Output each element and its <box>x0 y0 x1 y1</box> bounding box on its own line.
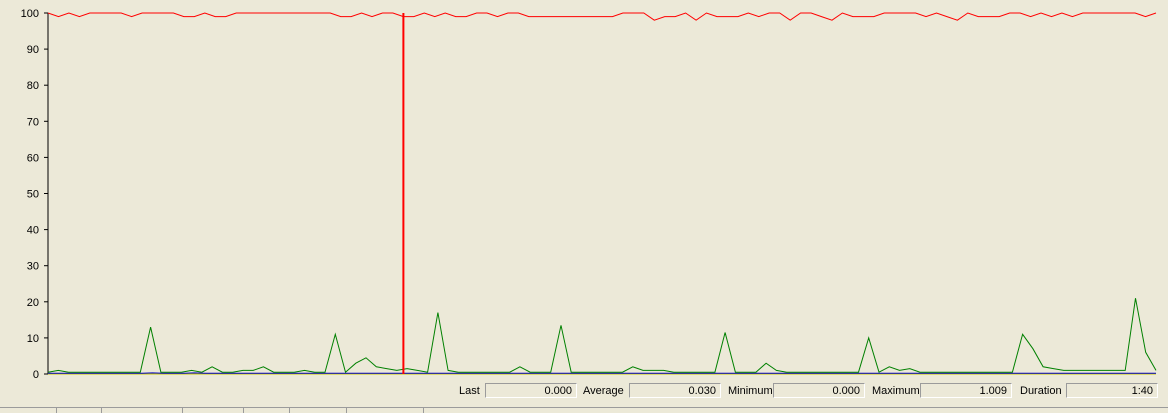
column-separator[interactable] <box>423 408 424 413</box>
y-tick-label: 20 <box>27 297 39 309</box>
column-separator[interactable] <box>346 408 347 413</box>
duration-label: Duration <box>1020 384 1062 398</box>
y-tick-label: 60 <box>27 152 39 164</box>
last-value-field: 0.000 <box>485 383 577 398</box>
y-tick-label: 90 <box>27 44 39 56</box>
maximum-value-field: 1.009 <box>920 383 1012 398</box>
last-label: Last <box>459 384 480 398</box>
maximum-label: Maximum <box>872 384 920 398</box>
column-separator[interactable] <box>56 408 57 413</box>
minimum-value-field: 0.000 <box>773 383 865 398</box>
duration-value-field: 1:40 <box>1066 383 1158 398</box>
y-tick-label: 0 <box>33 369 39 381</box>
column-separator[interactable] <box>289 408 290 413</box>
y-tick-label: 10 <box>27 333 39 345</box>
column-separator[interactable] <box>243 408 244 413</box>
y-tick-label: 70 <box>27 116 39 128</box>
y-tick-label: 30 <box>27 261 39 273</box>
column-separator[interactable] <box>101 408 102 413</box>
y-tick-label: 50 <box>27 189 39 201</box>
plot-area <box>48 13 1156 374</box>
y-tick-label: 80 <box>27 80 39 92</box>
y-tick-label: 40 <box>27 225 39 237</box>
column-separator[interactable] <box>182 408 183 413</box>
average-value-field: 0.030 <box>629 383 721 398</box>
minimum-label: Minimum <box>728 384 773 398</box>
counter-list-header <box>0 407 1168 413</box>
y-tick-label: 100 <box>21 8 39 20</box>
average-label: Average <box>583 384 624 398</box>
